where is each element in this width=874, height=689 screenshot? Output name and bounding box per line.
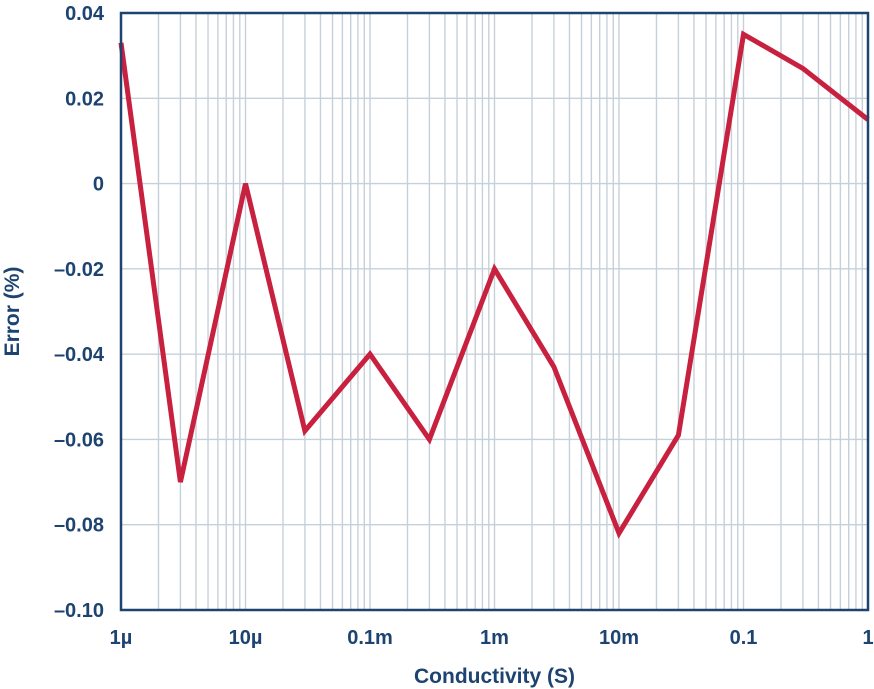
x-tick-label: 1 <box>862 627 873 649</box>
y-tick-label: 0.02 <box>65 88 104 110</box>
series-group <box>118 30 870 539</box>
y-tick-label: 0 <box>93 174 104 196</box>
y-tick-label: 0.04 <box>65 3 105 25</box>
x-tick-label: 10µ <box>229 627 263 649</box>
plot-frame <box>119 11 870 612</box>
series-line <box>118 30 870 539</box>
y-tick-label: –0.10 <box>54 600 104 622</box>
y-tick-label: –0.02 <box>54 259 104 281</box>
y-tick-label: –0.08 <box>54 515 104 537</box>
x-tick-label: 0.1 <box>730 627 758 649</box>
x-tick-label: 1m <box>480 627 509 649</box>
x-tick-label: 0.1m <box>347 627 393 649</box>
y-tick-label: –0.04 <box>54 344 105 366</box>
grid-lines <box>120 12 869 611</box>
x-axis-title: Conductivity (S) <box>414 665 575 688</box>
x-tick-label: 10m <box>599 627 639 649</box>
x-tick-label: 1µ <box>110 627 133 649</box>
y-axis-title: Error (%) <box>1 267 24 357</box>
y-tick-label: –0.06 <box>54 429 104 451</box>
tick-labels: 1µ 10µ 0.1m 1m 10m 0.1 1 0.04 0.02 0 –0.02 –0.04 –0.… <box>54 3 874 649</box>
